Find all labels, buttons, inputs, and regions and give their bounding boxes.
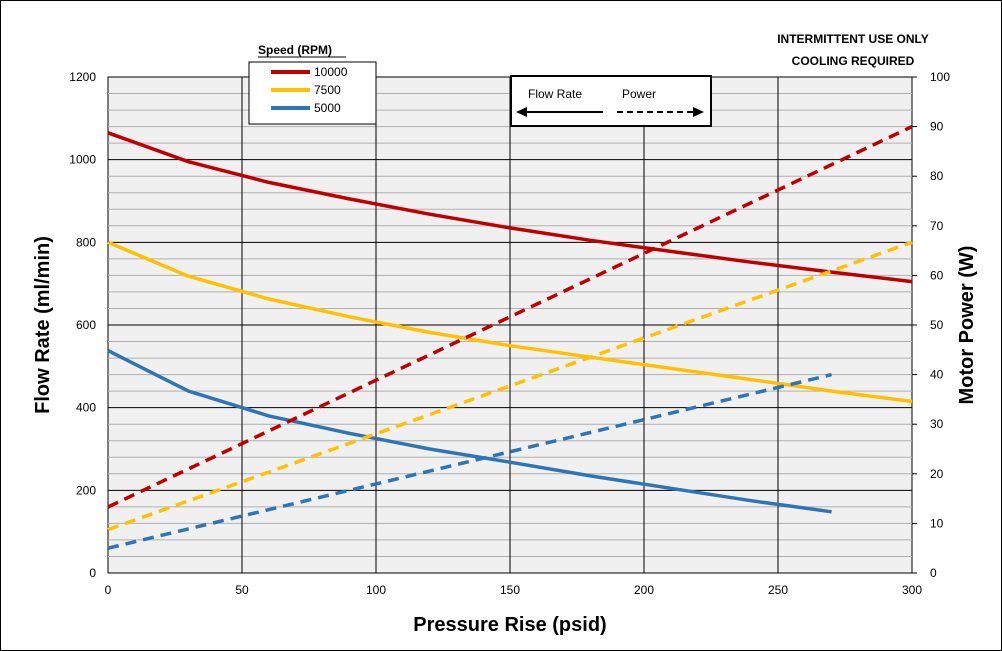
major-grid	[108, 77, 912, 573]
style-legend-power-label: Power	[622, 87, 656, 101]
x-tick-label: 100	[366, 583, 386, 597]
y-left-tick-label: 400	[76, 401, 96, 415]
series-line-power-7500	[107, 240, 913, 532]
tick-labels: 0 50 100 150 200 250 300 0 200 400 600 800 1000 1200 0…	[69, 70, 950, 597]
annotation-cooling: COOLING REQUIRED	[792, 54, 915, 68]
y-right-tick-label: 70	[930, 219, 944, 233]
y-left-tick-label: 600	[76, 318, 96, 332]
series-line-power-10000	[107, 125, 913, 509]
x-axis-title: Pressure Rise (psid)	[413, 614, 606, 636]
style-legend-arrows	[516, 107, 704, 117]
style-legend-box	[510, 75, 712, 127]
series-line-flow-10000	[107, 131, 913, 284]
y-left-tick-label: 1200	[69, 70, 96, 84]
x-tick-label: 50	[235, 583, 249, 597]
annotation-intermittent: INTERMITTENT USE ONLY	[777, 32, 929, 46]
y-right-tick-label: 50	[930, 318, 944, 332]
y-right-tick-label: 10	[930, 516, 944, 530]
legend-label-5000: 5000	[314, 101, 341, 115]
y-left-tick-label: 800	[76, 235, 96, 249]
series-line-flow-5000	[107, 349, 832, 514]
y-axis-right-title: Motor Power (W)	[956, 246, 978, 405]
x-tick-label: 250	[768, 583, 788, 597]
y-right-tick-label: 0	[930, 566, 937, 580]
legend-label-7500: 7500	[314, 83, 341, 97]
legend-entries: 10000 7500 5000	[271, 65, 348, 115]
power-arrow-head	[693, 107, 704, 117]
y-left-tick-label: 1000	[69, 153, 96, 167]
x-tick-label: 300	[902, 583, 922, 597]
legend-title: Speed (RPM)	[258, 43, 332, 57]
y-axis-left-title: Flow Rate (ml/min)	[32, 236, 54, 414]
x-tick-label: 150	[500, 583, 520, 597]
x-tick-label: 200	[634, 583, 654, 597]
series-line-flow-7500	[107, 240, 913, 404]
y-right-tick-label: 100	[930, 70, 950, 84]
style-legend-flow-label: Flow Rate	[528, 87, 582, 101]
y-left-tick-label: 0	[89, 566, 96, 580]
y-right-tick-label: 20	[930, 467, 944, 481]
y-left-tick-label: 200	[76, 483, 96, 497]
legend-label-10000: 10000	[314, 65, 348, 79]
series-line-power-5000	[107, 372, 833, 550]
y-right-tick-label: 90	[930, 120, 944, 134]
series-layer	[107, 125, 913, 550]
y-right-tick-label: 40	[930, 368, 944, 382]
y-right-tick-label: 80	[930, 169, 944, 183]
flow-arrow-head	[516, 107, 527, 117]
x-tick-label: 0	[105, 583, 112, 597]
y-right-tick-label: 60	[930, 268, 944, 282]
legend-box	[248, 61, 377, 125]
y-right-tick-label: 30	[930, 417, 944, 431]
